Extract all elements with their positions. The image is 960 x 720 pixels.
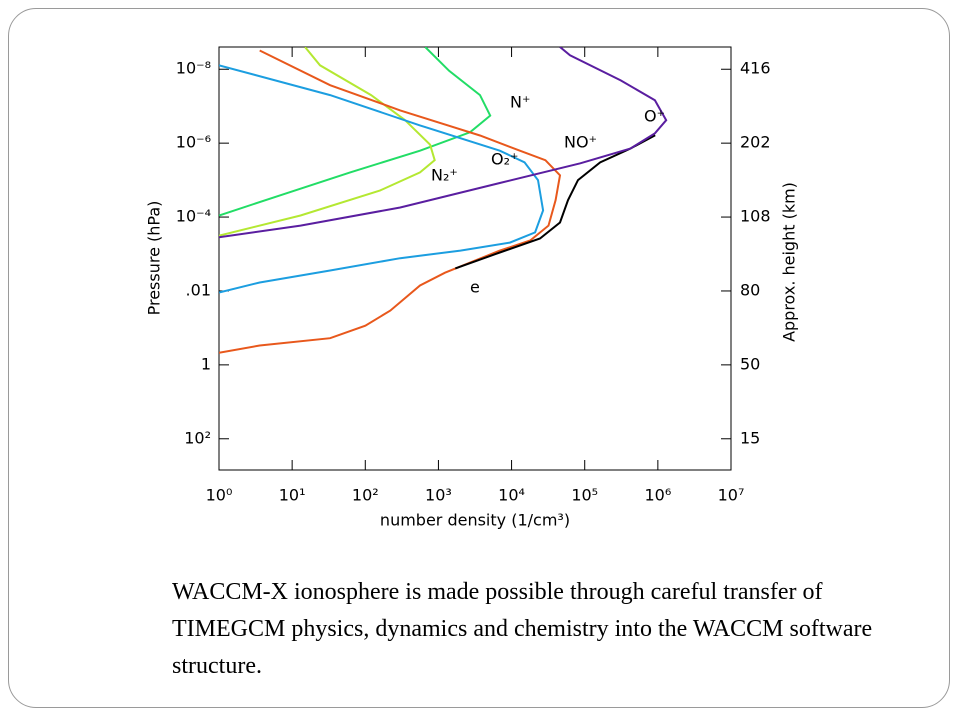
series-label: N⁺ — [510, 93, 530, 112]
chart: number density (1/cm³) Pressure (hPa) Ap… — [145, 46, 799, 530]
y2-axis-title: Approx. height (km) — [780, 182, 799, 342]
series-line — [219, 47, 668, 239]
series-line — [219, 49, 562, 354]
y2-tick-label: 108 — [740, 207, 771, 226]
series-label: NO⁺ — [564, 133, 597, 152]
plot-frame — [218, 46, 732, 471]
series-label: O₂⁺ — [491, 150, 518, 169]
series-line — [454, 134, 656, 270]
x-tick-label: 10⁷ — [718, 486, 745, 505]
caption: WACCM-X ionosphere is made possible thro… — [172, 579, 873, 679]
y2-tick-label: 416 — [740, 59, 771, 78]
y2-tick-label: 202 — [740, 133, 771, 152]
y-tick-label: 10⁻⁶ — [176, 133, 211, 152]
x-tick-label: 10⁵ — [571, 486, 598, 505]
series-label: e — [470, 278, 480, 297]
y-axis-title: Pressure (hPa) — [145, 201, 164, 316]
x-tick-label: 10⁴ — [498, 486, 525, 505]
x-tick-label: 10² — [352, 486, 379, 505]
y2-tick-label: 80 — [740, 280, 760, 299]
slide-frame — [8, 8, 950, 708]
y-tick-label: .01 — [186, 280, 211, 299]
x-tick-label: 10³ — [425, 486, 452, 505]
series-label: N₂⁺ — [431, 166, 458, 185]
x-tick-label: 10⁰ — [206, 486, 233, 505]
y2-tick-label: 15 — [740, 428, 760, 447]
y-tick-label: 10⁻⁴ — [176, 207, 211, 226]
x-axis-title: number density (1/cm³) — [380, 511, 570, 530]
series-line — [219, 47, 492, 217]
series-label: O⁺ — [644, 107, 665, 126]
y-tick-label: 10⁻⁸ — [176, 59, 211, 78]
y-tick-label: 10² — [184, 428, 211, 447]
series-line — [219, 47, 436, 237]
x-tick-label: 10⁶ — [644, 486, 671, 505]
series-line — [219, 64, 545, 294]
y2-tick-label: 50 — [740, 354, 760, 373]
y-tick-label: 1 — [201, 354, 211, 373]
x-tick-label: 10¹ — [279, 486, 306, 505]
